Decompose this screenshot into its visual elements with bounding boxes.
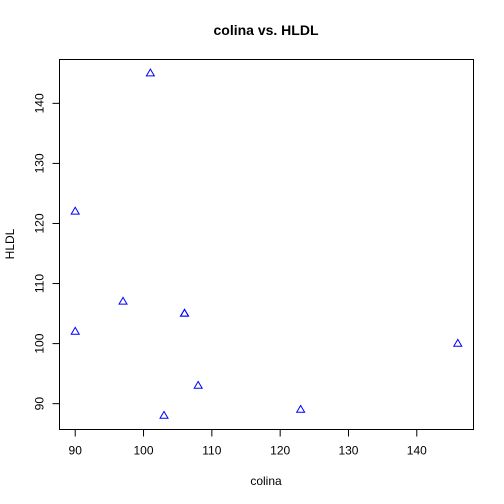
x-tick-label: 90 (69, 444, 83, 458)
data-point (159, 410, 169, 419)
y-tick-label: 100 (33, 333, 47, 353)
x-tick-label: 130 (338, 444, 358, 458)
data-point (70, 206, 81, 215)
y-tick-label: 110 (33, 274, 47, 293)
y-tick-label: 130 (33, 153, 47, 173)
y-axis-label: HLDL (3, 228, 17, 259)
x-axis-label: colina (250, 474, 282, 488)
plot-frame (59, 59, 474, 430)
data-point (70, 326, 81, 335)
data-point (452, 338, 463, 347)
data-points (70, 68, 463, 419)
data-point (179, 308, 190, 317)
x-tick-label: 120 (270, 444, 290, 458)
chart-title: colina vs. HLDL (213, 22, 318, 38)
data-point (179, 308, 190, 317)
x-tick-label: 140 (407, 444, 427, 458)
y-tick-label: 90 (33, 397, 47, 411)
y-axis: 90 100 110 120 130 140 (33, 93, 60, 410)
y-tick-label: 140 (33, 93, 47, 113)
x-axis: 90 100 110 120 130 140 (69, 429, 427, 458)
y-tick-label: 120 (33, 213, 47, 233)
data-point (193, 380, 204, 389)
data-point (295, 404, 306, 413)
x-tick-label: 100 (134, 444, 154, 458)
x-tick-label: 110 (202, 444, 221, 458)
data-point (145, 68, 156, 77)
data-point (118, 296, 128, 305)
